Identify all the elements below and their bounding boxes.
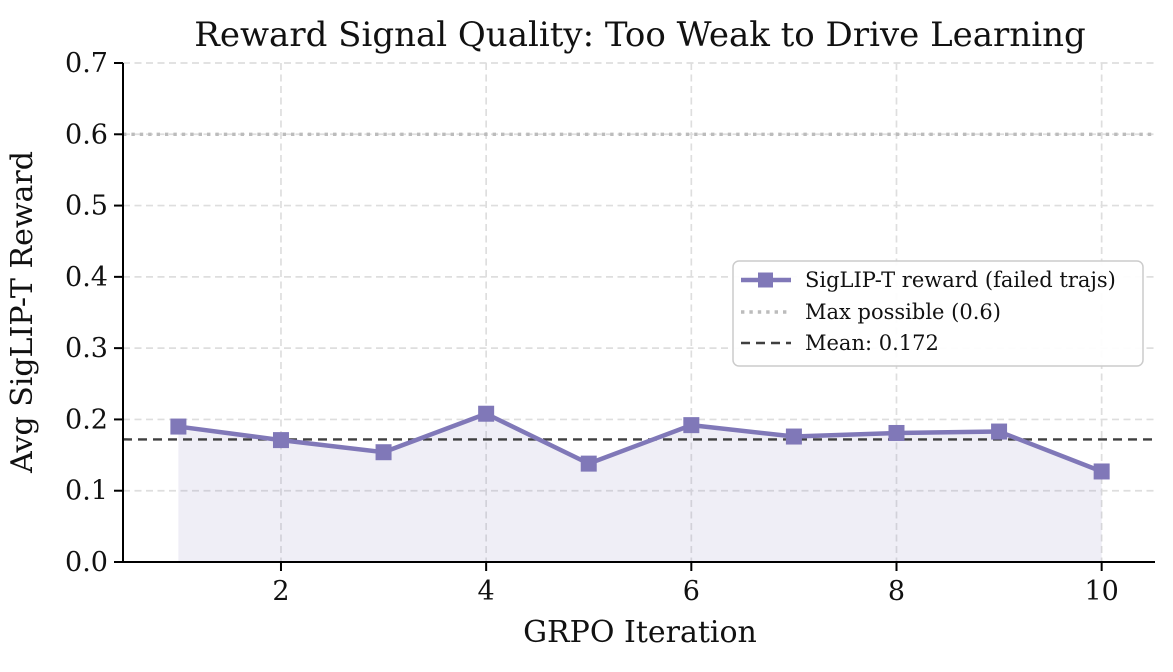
- legend-entry-max-possible: Max possible (0.6): [741, 300, 1001, 324]
- data-point-marker: [1093, 463, 1110, 480]
- x-axis-label: GRPO Iteration: [523, 615, 757, 650]
- y-tick-label: 0.1: [65, 476, 108, 507]
- tick-label-layer: 0.0 0.1 0.2 0.3 0.4 0.5 0.6 0.7 2 4 6 8 10: [65, 48, 1119, 607]
- y-axis-label: Avg SigLIP-T Reward: [5, 151, 40, 474]
- area-fill-layer: [178, 413, 1102, 562]
- data-point-marker: [991, 423, 1008, 440]
- legend-max-label: Max possible (0.6): [805, 300, 1001, 324]
- legend-series-marker: [758, 272, 773, 288]
- legend-box: [732, 260, 1144, 367]
- x-tick-label: 10: [1084, 576, 1118, 607]
- data-point-marker: [683, 417, 700, 434]
- chart-title: Reward Signal Quality: Too Weak to Drive…: [194, 15, 1086, 55]
- area-fill: [178, 413, 1102, 562]
- y-tick-label: 0.5: [65, 191, 108, 222]
- data-point-marker: [170, 418, 187, 435]
- data-point-marker: [272, 432, 289, 449]
- y-tick-label: 0.6: [65, 119, 108, 150]
- y-tick-label: 0.0: [65, 547, 108, 578]
- data-point-marker: [888, 424, 905, 441]
- series-line: [178, 411, 1103, 474]
- x-tick-label: 8: [888, 576, 905, 607]
- x-tick-label: 2: [272, 576, 289, 607]
- data-point-marker: [580, 455, 597, 472]
- y-tick-label: 0.4: [65, 262, 108, 293]
- data-point-marker: [785, 428, 802, 445]
- data-point-marker: [375, 444, 392, 461]
- legend: SigLIP-T reward (failed trajs) Max possi…: [732, 260, 1144, 367]
- legend-entry-mean: Mean: 0.172: [741, 331, 939, 355]
- legend-mean-label: Mean: 0.172: [805, 331, 939, 355]
- legend-series-label: SigLIP-T reward (failed trajs): [805, 268, 1116, 292]
- y-tick-label: 0.7: [65, 48, 108, 79]
- reference-line-layer: [123, 132, 1155, 441]
- data-point-marker: [478, 405, 495, 422]
- series-layer: [170, 405, 1110, 480]
- x-tick-label: 6: [683, 576, 700, 607]
- legend-entry-series: SigLIP-T reward (failed trajs): [741, 268, 1116, 292]
- x-tick-label: 4: [478, 576, 495, 607]
- axes-layer: [114, 62, 1155, 571]
- y-tick-label: 0.2: [65, 404, 108, 435]
- y-tick-label: 0.3: [65, 333, 108, 364]
